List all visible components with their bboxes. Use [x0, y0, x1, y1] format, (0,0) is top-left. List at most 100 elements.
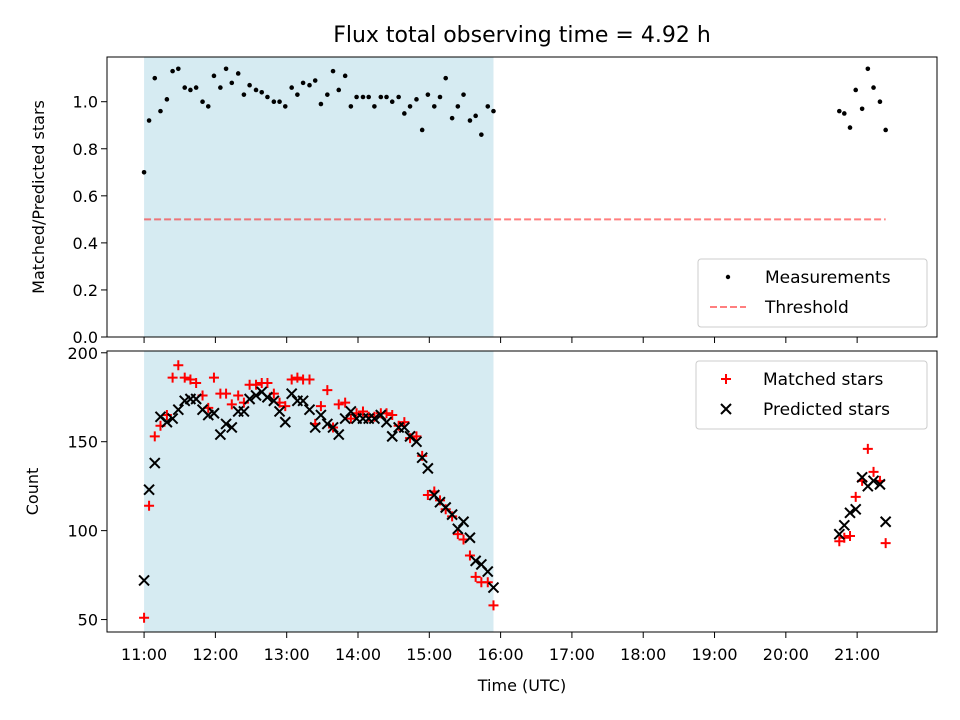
predicted-star-point: [297, 395, 309, 407]
measurement-point: [407, 104, 413, 109]
measurement-point: [146, 118, 152, 123]
measurement-point: [205, 104, 211, 109]
predicted-star-point: [161, 416, 173, 428]
predicted-star-point: [279, 416, 291, 428]
predicted-star-point: [226, 421, 238, 434]
predicted-star-point: [386, 430, 398, 443]
matched-star-point: [417, 450, 428, 461]
predicted-star-point: [208, 407, 220, 419]
legend-matched-label: Matched stars: [763, 370, 883, 390]
predicted-star-point: [833, 528, 846, 540]
measurement-point: [325, 92, 330, 97]
top-panel-ratio: 0.0 0.2 0.4 0.6 0.8 1.0 Matched/Predicted sta…: [29, 56, 938, 347]
y-tick-label: 200: [67, 344, 98, 363]
predicted-star-point: [410, 435, 423, 448]
legend-measurements-marker: [725, 274, 731, 280]
top-panel-legend: Measurements Threshold: [697, 258, 928, 328]
measurement-point: [176, 66, 181, 72]
matched-star-point: [464, 550, 475, 561]
measurement-point: [182, 85, 188, 90]
measurement-point: [342, 73, 348, 79]
measurement-point: [158, 108, 163, 114]
measurement-point: [485, 104, 491, 109]
measurement-point: [164, 97, 170, 102]
matched-star-point: [470, 571, 481, 582]
matched-star-point: [149, 431, 160, 442]
measurement-point: [467, 118, 473, 123]
predicted-star-point: [856, 471, 868, 483]
measurement-point: [354, 94, 359, 100]
predicted-star-point: [149, 457, 161, 469]
measurement-point: [883, 127, 888, 133]
measurement-point: [443, 75, 449, 81]
y-tick-label: 1.0: [73, 93, 98, 112]
predicted-star-point: [166, 412, 179, 425]
matched-star-point: [173, 360, 184, 371]
measurement-point: [170, 68, 175, 74]
predicted-star-point: [446, 508, 458, 521]
measurement-point: [235, 71, 241, 76]
matched-star-point: [452, 529, 463, 540]
matched-star-point: [340, 397, 351, 408]
measurement-point: [259, 89, 265, 95]
predicted-star-point: [844, 507, 856, 519]
predicted-star-point: [220, 418, 232, 430]
y-tick-label: 0.0: [73, 328, 98, 347]
measurement-point: [193, 85, 199, 90]
measurement-point: [419, 127, 425, 133]
matched-star-point: [399, 417, 410, 428]
matched-star-point: [167, 372, 178, 383]
bottom-panel-xaxis: 11:00 12:00 13:00 14:00 15:00 16:00 17:00 18:00…: [121, 632, 880, 664]
predicted-star-point: [416, 452, 428, 464]
y-tick-label: 0.4: [73, 234, 98, 253]
matched-star-point: [191, 378, 202, 389]
legend-matched-marker: [721, 374, 731, 384]
measurement-point: [378, 94, 384, 100]
bottom-panel-marks: [138, 360, 892, 623]
measurement-point: [366, 94, 371, 100]
measurement-point: [389, 99, 395, 105]
measurement-point: [871, 85, 876, 90]
matched-star-point: [440, 504, 451, 515]
predicted-star-point: [190, 393, 202, 405]
legend-predicted-marker: [720, 403, 732, 415]
matched-star-point: [862, 443, 873, 454]
measurement-point: [295, 92, 300, 97]
predicted-star-point: [309, 421, 321, 434]
bottom-panel-yaxis: 50 100 150 200: [67, 344, 107, 630]
measurement-point: [859, 106, 865, 112]
predicted-star-point: [243, 393, 256, 405]
predicted-star-point: [250, 389, 262, 402]
matched-star-point: [280, 401, 291, 412]
measurement-point: [360, 94, 366, 100]
predicted-star-point: [398, 421, 411, 434]
y-tick-label: 100: [67, 522, 98, 541]
measurement-point: [300, 80, 306, 86]
matched-star-point: [315, 401, 326, 412]
x-tick-label: 16:00: [478, 645, 524, 664]
predicted-star-point: [380, 416, 393, 428]
measurement-point: [229, 80, 235, 86]
predicted-star-point: [867, 475, 880, 487]
matched-star-point: [434, 495, 445, 506]
predicted-star-point: [838, 519, 851, 531]
measurement-point: [223, 66, 229, 72]
bottom-panel-count: 50 100 150 200 11:00 12:00 13:00 14:00 15:00 16:…: [23, 344, 938, 664]
measurement-point: [218, 85, 223, 90]
measurement-point: [479, 132, 484, 137]
matched-star-point: [850, 491, 861, 502]
legend-plus-glyph: [721, 374, 731, 384]
predicted-star-point: [273, 405, 286, 418]
x-tick-label: 11:00: [121, 645, 167, 664]
measurement-point: [141, 169, 147, 175]
matched-star-point: [411, 431, 422, 442]
matched-star-point: [233, 390, 244, 401]
measurement-point: [449, 115, 455, 121]
matched-star-point: [185, 374, 196, 385]
measurement-point: [282, 104, 288, 109]
predicted-star-point: [303, 403, 316, 416]
predicted-star-point: [315, 409, 327, 421]
top-panel-yaxis: 0.0 0.2 0.4 0.6 0.8 1.0: [73, 93, 107, 347]
measurement-point: [491, 108, 496, 114]
